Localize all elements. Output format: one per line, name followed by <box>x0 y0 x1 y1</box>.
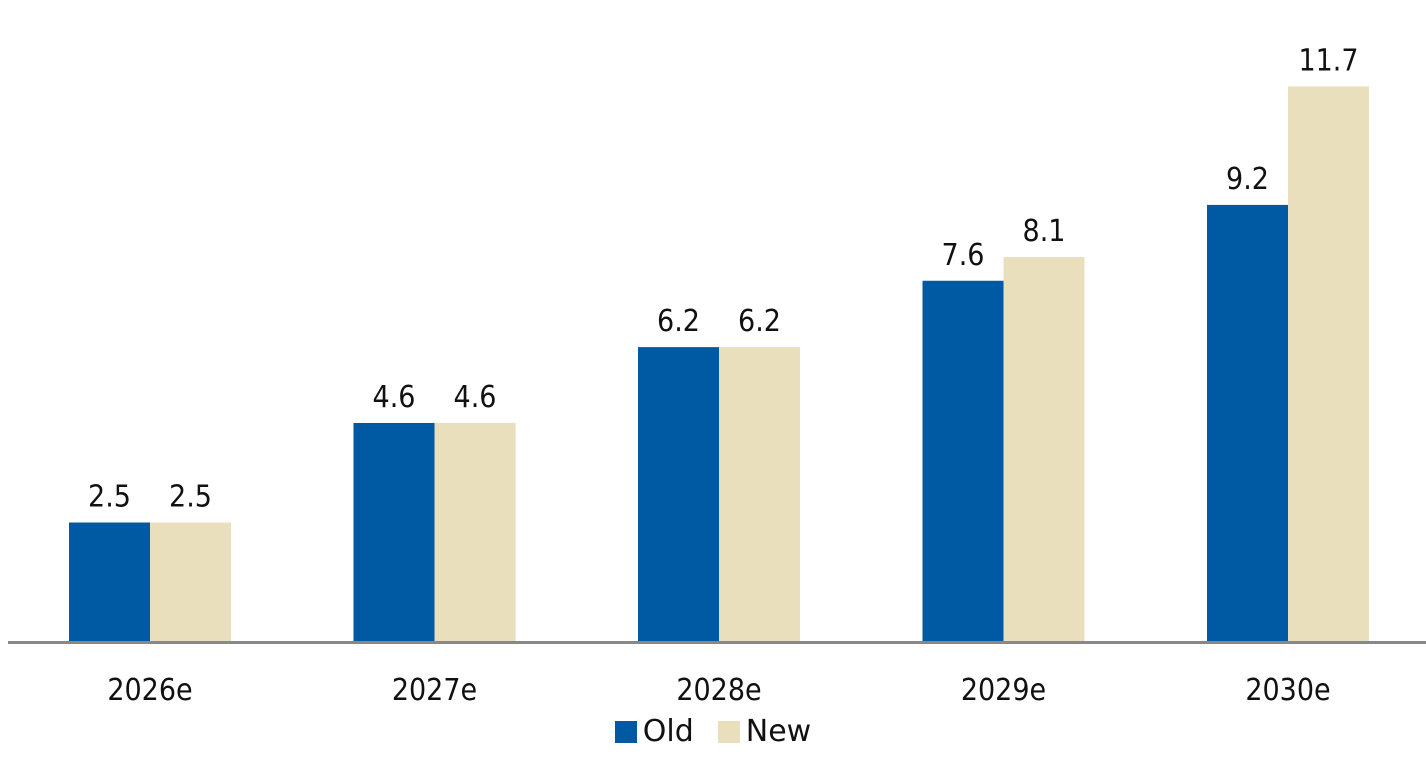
bar-new-2030e <box>1288 86 1369 642</box>
legend-label-new: New <box>745 714 812 749</box>
legend-item-new: New <box>717 714 812 749</box>
data-label-new-2026e: 2.5 <box>169 480 212 515</box>
data-label-old-2026e: 2.5 <box>88 480 131 515</box>
bar-old-2027e <box>353 422 435 641</box>
bar-new-2028e <box>719 347 800 641</box>
bar-new-2026e <box>150 522 231 641</box>
legend-item-old: Old <box>614 714 694 749</box>
data-label-old-2028e: 6.2 <box>657 304 700 339</box>
x-tick-label-2029e: 2029e <box>961 673 1046 708</box>
data-label-old-2030e: 9.2 <box>1226 162 1269 197</box>
bar-old-2029e <box>922 280 1004 641</box>
data-label-old-2029e: 7.6 <box>942 238 985 273</box>
data-label-new-2030e: 11.7 <box>1298 43 1358 78</box>
data-label-new-2029e: 8.1 <box>1023 214 1066 249</box>
legend: Old New <box>0 717 1426 747</box>
x-tick-label-2026e: 2026e <box>107 673 192 708</box>
legend-swatch-new <box>717 721 740 743</box>
bar-old-2030e <box>1207 204 1288 642</box>
bar-new-2029e <box>1003 257 1085 641</box>
x-tick-label-2028e: 2028e <box>676 673 761 708</box>
bar-new-2027e <box>434 422 516 641</box>
x-tick-labels-group: 2026e 2027e 2028e 2029e 2030e <box>107 673 1330 708</box>
x-tick-label-2027e: 2027e <box>392 673 477 708</box>
data-labels-group: 2.5 2.5 4.6 4.6 6.2 6.2 7.6 8.1 9.2 11.7 <box>88 43 1358 514</box>
bar-old-2028e <box>638 347 719 641</box>
data-label-old-2027e: 4.6 <box>373 380 416 415</box>
data-label-new-2028e: 6.2 <box>738 304 781 339</box>
legend-swatch-old <box>614 721 637 743</box>
data-label-new-2027e: 4.6 <box>454 380 497 415</box>
x-tick-label-2030e: 2030e <box>1245 673 1330 708</box>
bar-old-2026e <box>69 522 150 641</box>
legend-label-old: Old <box>642 714 694 749</box>
bars-group <box>69 86 1369 642</box>
